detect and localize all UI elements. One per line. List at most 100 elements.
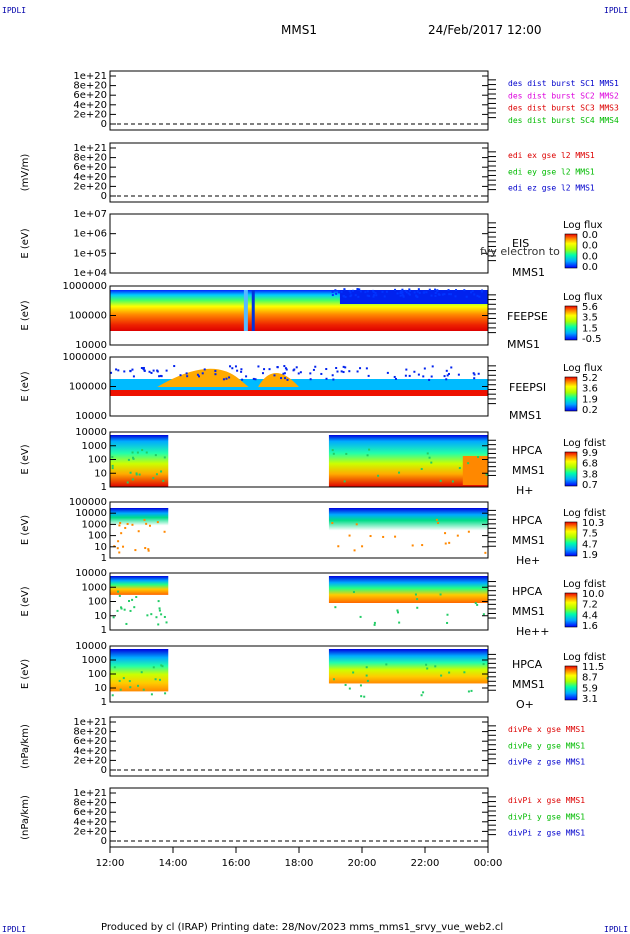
spectrogram-pixel (348, 289, 351, 292)
panel-label: HPCA (512, 444, 543, 457)
colorbar-tick-label: 0.2 (582, 405, 598, 416)
spectrogram-pixel (112, 616, 115, 619)
spectrogram-pixel (423, 367, 426, 370)
x-tick-label: 14:00 (159, 858, 188, 869)
spectrogram-pixel (396, 609, 399, 612)
plot-frame (109, 213, 489, 274)
spectrogram-pixel (263, 368, 266, 371)
y-tick-label: 1000 (82, 582, 107, 593)
spectrogram-pixel (165, 369, 168, 372)
spectrogram-pixel (470, 689, 473, 692)
spectrogram-pixel (342, 365, 345, 368)
corner-tag-bottom-left: IPDLI (2, 925, 26, 934)
spectrogram-pixel (374, 291, 377, 294)
y-tick-label: 1 (101, 625, 107, 636)
spectrogram-pixel (331, 522, 334, 525)
colorbar-tick-label: 4.4 (582, 610, 598, 621)
y-tick-label: 10000 (75, 641, 107, 652)
spectrogram-pixel (118, 551, 121, 554)
spectrogram-pixel (401, 288, 404, 291)
spectrogram-block (110, 576, 169, 595)
y-axis-label: E (eV) (20, 300, 31, 330)
spectrogram-block (328, 508, 488, 531)
spectrogram-pixel (484, 551, 487, 554)
y-axis-label: E (eV) (20, 515, 31, 545)
colorbar-tick-label: 0.0 (582, 262, 598, 273)
spectrogram-pixel (309, 372, 312, 375)
y-tick-label: 100000 (69, 497, 107, 508)
spectrogram-pixel (446, 621, 449, 624)
colorbar-tick-label: 3.6 (582, 384, 598, 395)
spectrogram-pixel (426, 667, 429, 670)
spectrogram-pixel (268, 368, 271, 371)
spectrogram-pixel (446, 613, 449, 616)
spectrogram-pixel (116, 547, 119, 550)
spectrogram-pixel (385, 663, 388, 666)
spectrogram-pixel (158, 609, 161, 612)
y-tick-label: 8e+20 (73, 727, 107, 738)
spectrogram-pixel (140, 671, 143, 674)
spectrogram-pixel (383, 295, 386, 298)
y-tick-label: 6e+20 (73, 90, 107, 101)
spectrogram-pixel (229, 365, 232, 368)
spectrogram-pixel (467, 690, 470, 693)
panel-label: FEEPSI (509, 381, 546, 394)
spectrogram-pixel (201, 372, 204, 375)
y-axis-label: E (eV) (20, 444, 31, 474)
spectrogram-pixel (157, 623, 160, 626)
spectrogram-pixel (422, 691, 425, 694)
y-tick-label: 10 (94, 611, 107, 622)
panel-label: MMS1 (512, 266, 545, 279)
spectrogram-pixel (335, 292, 338, 295)
spectrogram-pixel (435, 518, 438, 521)
spectrogram-pixel (152, 369, 155, 372)
spectrogram-pixel (434, 665, 437, 668)
spectrogram-pixel (416, 606, 419, 609)
spectrogram-pixel (320, 372, 323, 375)
y-tick-label: 6e+20 (73, 807, 107, 818)
spectrogram-pixel (145, 522, 148, 525)
colorbar-tick-label: 7.5 (582, 529, 598, 540)
y-tick-label: 0 (101, 765, 107, 776)
spectrogram-pixel (254, 378, 257, 381)
y-tick-label: 100 (88, 597, 107, 608)
spectrogram-pixel (382, 535, 385, 538)
spectrogram-pixel (163, 615, 166, 618)
y-tick-label: 100000 (69, 311, 107, 322)
spectrogram-pixel (156, 521, 159, 524)
y-tick-label: 0 (101, 191, 107, 202)
spectrogram-pixel (417, 288, 420, 291)
time-axis: 12:00 14:00 16:00 18:00 20:00 22:00 00:00 (96, 847, 502, 869)
panel-hpca-o: 10000 1000 100 10 1 E (eV) HPCA MMS1 O+ Log fdist… (20, 641, 606, 711)
spectrogram-pixel (135, 595, 138, 598)
spectrogram-pixel (357, 295, 360, 298)
spectrogram-pixel (241, 378, 244, 381)
spectrogram-pixel (282, 372, 285, 375)
y-tick-label: 1e+06 (73, 229, 107, 240)
y-tick-label: 6e+20 (73, 162, 107, 173)
spectrogram-pixel (123, 608, 126, 611)
spectrogram-block (328, 576, 488, 603)
spectrogram-pixel (377, 474, 380, 477)
spectrogram-pixel (343, 288, 346, 291)
spectrogram-pixel (111, 464, 114, 467)
spectrogram-pixel (450, 366, 453, 369)
spectrogram-pixel (345, 452, 348, 455)
spectrogram-pixel (312, 368, 315, 371)
spectrogram-pixel (137, 530, 140, 533)
spectrogram-pixel (113, 545, 116, 548)
spectrogram-pixel (331, 374, 334, 377)
colorbar-tick-label: 1.5 (582, 323, 598, 334)
y-tick-label: 1000000 (62, 281, 107, 292)
spectrogram-pixel (214, 373, 217, 376)
spectrogram-pixel (185, 372, 188, 375)
colorbar-tick-label: 6.8 (582, 459, 598, 470)
y-tick-label: 10 (94, 468, 107, 479)
panel-label: HPCA (512, 514, 543, 527)
spectrogram-pixel (325, 377, 328, 380)
spectrogram-pixel (335, 367, 338, 370)
spectrogram-pixel (157, 600, 160, 603)
y-axis-label: (nPa/km) (20, 795, 31, 840)
